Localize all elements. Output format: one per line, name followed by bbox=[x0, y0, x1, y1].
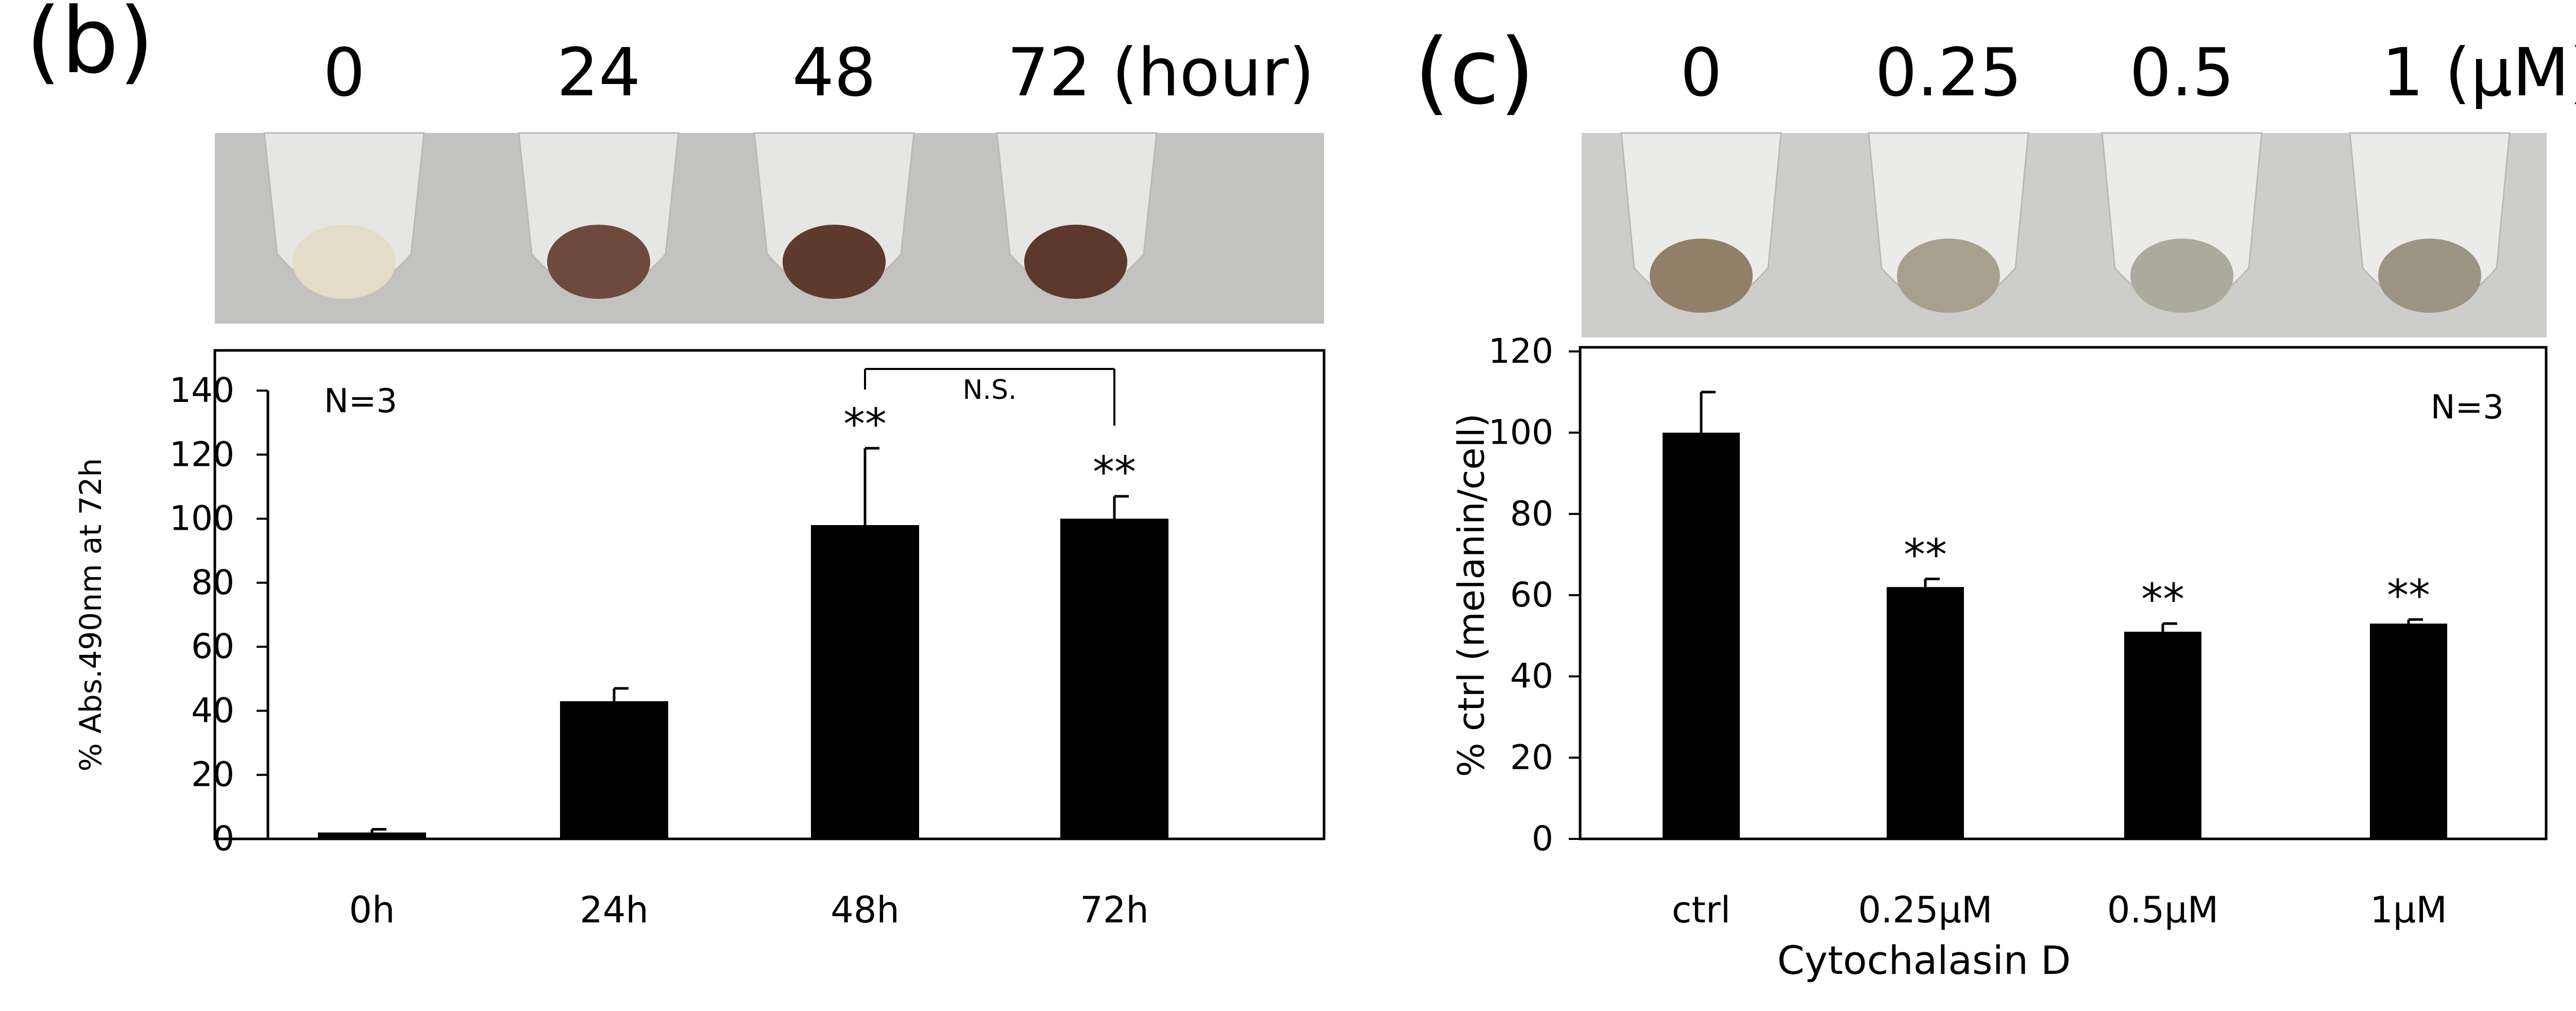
tube-icon bbox=[2101, 132, 2263, 313]
y-tick-label: 40 bbox=[191, 690, 234, 730]
tube-icon bbox=[1868, 132, 2029, 313]
photo-caption: 0 bbox=[1680, 35, 1722, 111]
y-tick-label: 0 bbox=[213, 819, 234, 858]
bracket-label: N.S. bbox=[963, 375, 1017, 406]
plot-frame bbox=[213, 349, 1326, 840]
bar bbox=[318, 832, 426, 839]
panel-c: (c) 0 0.25 0.5 1 (μM) 0 20 40 60 80 100 120 % ctrl (… bbox=[1414, 19, 2576, 983]
bar bbox=[1060, 518, 1168, 839]
bar bbox=[1887, 587, 1964, 839]
tube-icon bbox=[996, 132, 1158, 299]
y-tick-label: 60 bbox=[191, 627, 234, 666]
y-axis-title: % Abs.490nm at 72h bbox=[73, 458, 108, 771]
x-tick-label: 0.5μM bbox=[2107, 889, 2218, 931]
tube-icon bbox=[753, 132, 915, 299]
pellet bbox=[293, 225, 396, 299]
pellet bbox=[1650, 239, 1753, 313]
photo-caption: 1 (μM) bbox=[2382, 35, 2576, 111]
pellet bbox=[1897, 239, 2000, 313]
x-axis-title: Cytochalasin D bbox=[1777, 937, 2071, 983]
y-tick-label: 80 bbox=[1510, 494, 1553, 533]
panel-b: (b) 0 24 48 72 (hour) 0 20 40 60 80 100 120 140 % Abs… bbox=[26, 0, 1326, 931]
y-tick-label: 0 bbox=[1532, 819, 1553, 858]
x-tick-label: 48h bbox=[831, 889, 899, 931]
y-tick-label: 20 bbox=[191, 755, 234, 795]
y-tick-label: 100 bbox=[1488, 413, 1553, 452]
photo-caption: 24 bbox=[557, 35, 641, 111]
tube-icon bbox=[1620, 132, 1782, 313]
bar bbox=[1663, 432, 1740, 839]
y-tick-label: 140 bbox=[170, 370, 234, 410]
significance-label: ** bbox=[1093, 447, 1136, 497]
pellet bbox=[547, 225, 650, 299]
pellet bbox=[2378, 239, 2481, 313]
photo-caption: 72 (hour) bbox=[1007, 35, 1315, 111]
pellet bbox=[1024, 225, 1127, 299]
significance-bracket bbox=[864, 368, 1115, 426]
panel-label: (c) bbox=[1414, 19, 1535, 125]
y-axis-title: % ctrl (melanin/cell) bbox=[1450, 413, 1493, 777]
pellet bbox=[783, 225, 886, 299]
y-tick-label: 60 bbox=[1510, 575, 1553, 615]
x-tick-label: 24h bbox=[580, 889, 648, 931]
bar bbox=[2124, 631, 2201, 839]
photo-caption: 48 bbox=[792, 35, 876, 111]
y-tick-label: 120 bbox=[1488, 331, 1553, 371]
x-tick-label: 1μM bbox=[2370, 889, 2447, 931]
significance-label: ** bbox=[2141, 574, 2184, 625]
tube-icon bbox=[2349, 132, 2511, 313]
y-tick-label: 100 bbox=[170, 499, 234, 538]
x-tick-label: 72h bbox=[1080, 889, 1148, 931]
tube-icon bbox=[518, 132, 680, 299]
significance-label: ** bbox=[1904, 529, 1947, 580]
plot-frame bbox=[1579, 346, 2548, 840]
sample-size-annotation: N=3 bbox=[324, 382, 397, 420]
y-tick-label: 40 bbox=[1510, 656, 1553, 696]
x-tick-label: 0.25μM bbox=[1858, 889, 1993, 931]
x-tick-label: ctrl bbox=[1672, 889, 1731, 931]
y-tick-label: 120 bbox=[170, 434, 234, 474]
pellet bbox=[2130, 239, 2233, 313]
y-tick-label: 20 bbox=[1510, 737, 1553, 777]
panel-label: (b) bbox=[26, 0, 154, 94]
tube-icon bbox=[263, 132, 425, 299]
significance-label: ** bbox=[843, 399, 887, 449]
x-tick-label: 0h bbox=[349, 889, 395, 931]
photo-caption: 0 bbox=[323, 35, 365, 111]
bar bbox=[2370, 624, 2447, 839]
photo-caption: 0.5 bbox=[2129, 35, 2234, 111]
significance-label: ** bbox=[2387, 570, 2430, 620]
photo-caption: 0.25 bbox=[1875, 35, 2022, 111]
bar bbox=[811, 525, 919, 839]
y-tick-label: 80 bbox=[191, 563, 234, 602]
bar bbox=[560, 701, 668, 839]
sample-size-annotation: N=3 bbox=[2431, 389, 2504, 427]
